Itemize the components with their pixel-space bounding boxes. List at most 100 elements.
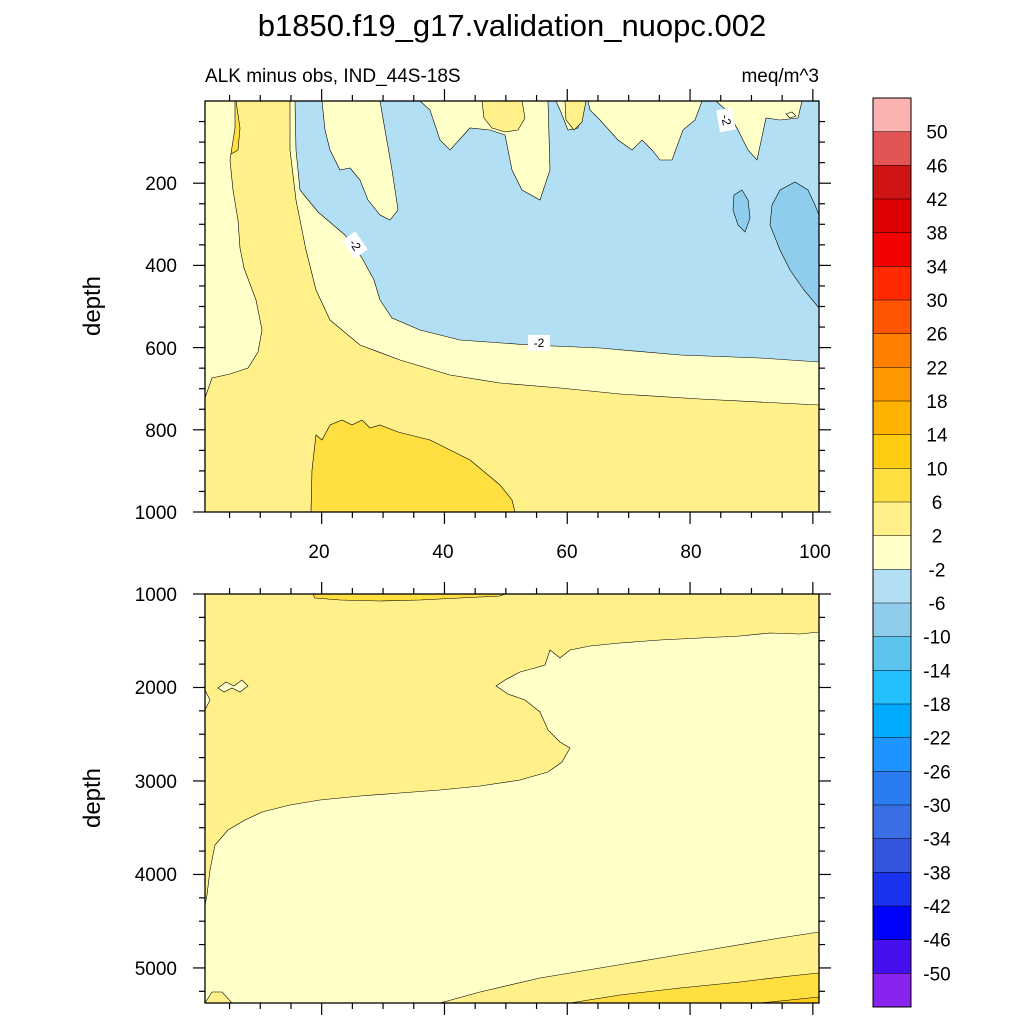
colorbar-label: 50 [926,123,947,144]
lower-ytick-2000: 2000 [135,678,177,699]
colorbar-swatch [873,165,911,200]
colorbar-swatch [873,502,911,536]
colorbar-swatch [873,805,911,839]
colorbar-swatch [873,199,911,233]
lower-pocket-left [217,679,249,693]
lower-pocket-left-edge [205,689,211,711]
colorbar-label: 14 [926,426,948,447]
lower-band-2-6-corner [205,991,233,1003]
right-subtitle: meq/m^3 [741,66,819,87]
colorbar-swatch [873,670,911,705]
lower-band-6-10-top [312,594,506,602]
colorbar-swatch [873,401,911,435]
colorbar-label: -42 [923,897,950,918]
xtick-40: 40 [432,542,453,563]
colorbar-label: 34 [926,257,948,278]
colorbar-label: -10 [923,628,950,649]
lower-panel: 1000 2000 3000 4000 5000 depth [79,582,831,1015]
colorbar-swatch [873,939,911,974]
lower-contours [205,594,819,1003]
colorbar-label: 18 [926,392,947,413]
lower-band-2-6 [205,594,819,906]
upper-pocket-shallow [481,101,526,133]
colorbar-swatch [873,872,911,907]
colorbar-swatch [873,636,911,671]
upper-ytick-800: 800 [145,421,177,442]
xtick-20: 20 [308,542,329,563]
upper-pocket-shallow-2 [564,101,587,131]
colorbar-swatch [873,434,911,469]
colorbar-label: 42 [926,190,947,211]
upper-pocket-top-right [785,111,797,119]
colorbar-label: -14 [923,661,951,682]
svg-text:-2: -2 [534,336,545,350]
colorbar-swatch [873,535,911,570]
upper-contours [205,101,819,512]
upper-band-6-10-deep [310,419,516,512]
colorbar-frame [872,97,912,1008]
lower-ylabel: depth [79,768,106,828]
chart-title: b1850.f19_g17.validation_nuopc.002 [258,8,767,43]
colorbar-swatch [873,906,911,940]
lower-ytick-5000: 5000 [135,959,177,980]
colorbar-label: -34 [923,830,951,851]
xtick-80: 80 [680,542,701,563]
colorbar-label: 30 [926,291,947,312]
colorbar-label: -50 [923,964,950,985]
colorbar-label: -18 [923,695,950,716]
upper-ytick-200: 200 [145,174,177,195]
colorbar-label: -30 [923,796,950,817]
svg-text:-2: -2 [718,114,734,127]
left-subtitle: ALK minus obs, IND_44S-18S [205,66,461,87]
colorbar-label: 2 [932,527,943,548]
colorbar-label: -38 [923,863,950,884]
colorbar-label: 6 [932,493,943,514]
upper-band-m2-m6 [294,101,819,363]
colorbar-swatch [873,973,911,1008]
lower-band-6-10-bottom [569,972,819,1003]
upper-ylabel: depth [79,276,106,336]
colorbar-swatch [873,569,911,604]
lower-band-10-14-bottom [759,996,819,1003]
colorbar-swatch [873,704,911,738]
colorbar-label: -22 [923,729,950,750]
lower-axis [193,582,831,1015]
colorbar-label: -46 [923,931,950,952]
xtick-60: 60 [556,542,577,563]
colorbar-label: 46 [926,156,947,177]
lower-plot-frame [204,593,820,1004]
colorbar-swatch [873,367,911,402]
colorbar-label: 10 [926,459,947,480]
upper-axis [193,89,831,524]
colorbar-swatch [873,266,911,301]
upper-band-m6-m10-right [769,181,819,309]
upper-panel: -2 -2 -2 200 400 600 800 1000 20 40 60 8… [79,89,831,563]
contour-label-1: -2 [342,231,368,259]
colorbar-swatch [873,771,911,806]
colorbar-swatch [873,333,911,368]
colorbar-label: 22 [926,358,947,379]
upper-ytick-1000: 1000 [135,503,177,524]
colorbar-label: 26 [926,325,947,346]
upper-ytick-600: 600 [145,339,177,360]
upper-ytick-400: 400 [145,256,177,277]
contour-label-3: -2 [716,107,736,133]
colorbar-swatch [873,232,911,267]
xtick-100: 100 [799,542,831,563]
colorbar-swatch [873,98,911,132]
colorbar-label: -6 [929,594,946,615]
colorbar-label: -2 [929,560,946,581]
colorbar-swatch [873,603,911,637]
colorbar-swatch [873,468,911,503]
colorbar-swatch [873,300,911,334]
colorbar: 50 46 42 38 34 30 26 22 18 14 10 6 2 -2 -6 -10 -14 -18 -22… [872,97,951,1008]
lower-ytick-1000: 1000 [135,585,177,606]
colorbar-swatch [873,737,911,772]
colorbar-label: -26 [923,762,950,783]
lower-ytick-4000: 4000 [135,865,177,886]
upper-band-m2-2 [205,101,263,399]
colorbar-swatch [873,838,911,873]
contour-label-2: -2 [528,335,550,351]
colorbar-swatch [873,131,911,166]
upper-band-m6-m10-small [732,189,751,233]
